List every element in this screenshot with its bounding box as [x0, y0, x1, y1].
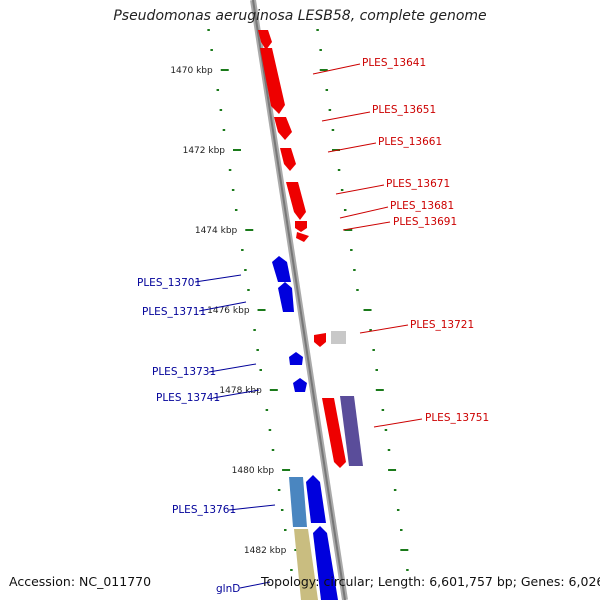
scale-label-1474: 1474 kbp	[195, 226, 238, 236]
gene-ples-13661[interactable]	[280, 148, 296, 171]
leader-glnd	[239, 581, 271, 589]
genome-backbone-core	[252, 0, 346, 601]
gene-ples-13731[interactable]	[289, 352, 303, 365]
label-ples-13641[interactable]: PLES_13641	[362, 57, 426, 69]
rna-feature-gray[interactable]	[331, 331, 346, 344]
label-ples-13651[interactable]: PLES_13651	[372, 104, 436, 116]
label-ples-13661[interactable]: PLES_13661	[378, 136, 442, 148]
scale-labels: 1470 kbp 1472 kbp 1474 kbp 1476 kbp 1478 kbp…	[170, 66, 286, 556]
gene-ples-13641[interactable]	[260, 48, 285, 114]
accession-text: Accession: NC_011770	[9, 574, 152, 589]
leader-ples-13701	[194, 274, 242, 283]
tick-marks	[207, 29, 409, 571]
scale-label-1470: 1470 kbp	[170, 66, 213, 76]
scale-label-1472: 1472 kbp	[183, 146, 226, 156]
leader-ples-13731	[208, 363, 257, 373]
map-title: Pseudomonas aeruginosa LESB58, complete …	[113, 8, 487, 24]
scale-label-1476: 1476 kbp	[207, 306, 250, 316]
gene-ples-13721[interactable]	[314, 333, 326, 347]
leader-ples-13761	[228, 504, 276, 511]
leader-ples-13651	[321, 111, 371, 122]
scale-label-1480: 1480 kbp	[232, 466, 275, 476]
gene-feature-khaki[interactable]	[294, 529, 318, 600]
scale-label-1478: 1478 kbp	[219, 386, 262, 396]
leader-ples-13711	[198, 301, 247, 312]
gene-ples-13691[interactable]	[296, 232, 309, 242]
reverse-gene-features	[272, 256, 338, 600]
gene-ples-13651[interactable]	[274, 117, 292, 140]
leader-ples-13661	[327, 142, 377, 153]
leader-ples-13681	[339, 206, 389, 219]
gene-feature-top-stub[interactable]	[258, 30, 272, 50]
gene-feature-purple[interactable]	[340, 396, 363, 466]
label-ples-13741[interactable]: PLES_13741	[156, 392, 220, 404]
label-ples-13701[interactable]: PLES_13701	[137, 277, 201, 289]
leader-ples-13641	[312, 63, 361, 75]
label-ples-13711[interactable]: PLES_13711	[142, 306, 206, 318]
gene-ples-13751[interactable]	[322, 398, 346, 468]
gene-label-lines	[194, 63, 423, 589]
gene-ples-13711[interactable]	[278, 282, 294, 312]
label-glnd[interactable]: glnD	[216, 583, 240, 595]
gene-ples-13701[interactable]	[272, 256, 291, 282]
gene-ples-13761[interactable]	[306, 475, 326, 523]
scale-label-1482: 1482 kbp	[244, 546, 287, 556]
leader-ples-13751	[373, 418, 423, 428]
gene-feature-steelblue[interactable]	[289, 477, 307, 527]
topology-text: Topology: circular; Length: 6,601,757 bp…	[261, 574, 600, 589]
label-ples-13761[interactable]: PLES_13761	[172, 504, 236, 516]
gene-glnd[interactable]	[313, 526, 338, 600]
label-ples-13751[interactable]: PLES_13751	[425, 412, 489, 424]
gene-ples-13681[interactable]	[295, 221, 307, 232]
label-ples-13721[interactable]: PLES_13721	[410, 319, 474, 331]
gene-ples-13671[interactable]	[286, 182, 306, 220]
gene-labels: PLES_13641 PLES_13651 PLES_13661 PLES_13…	[137, 57, 489, 595]
leader-ples-13741	[212, 389, 260, 399]
leader-ples-13671	[335, 184, 385, 195]
label-ples-13691[interactable]: PLES_13691	[393, 216, 457, 228]
label-ples-13671[interactable]: PLES_13671	[386, 178, 450, 190]
leader-ples-13691	[342, 221, 391, 231]
forward-gene-features	[258, 30, 363, 468]
gene-ples-13741[interactable]	[293, 378, 307, 392]
leader-ples-13721	[359, 324, 409, 334]
label-ples-13731[interactable]: PLES_13731	[152, 366, 216, 378]
label-ples-13681[interactable]: PLES_13681	[390, 200, 454, 212]
